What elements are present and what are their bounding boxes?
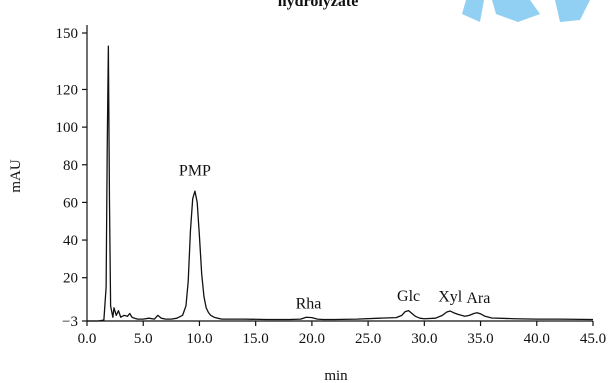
x-tick-label: 30.0 [411,331,437,347]
x-ticks: 0.0 5.0 10.0 15.0 20.0 25.0 30.0 35.0 40.0 45.0 [78,321,606,347]
peak-label: Rha [296,295,322,312]
x-tick-label: 25.0 [355,331,381,347]
y-tick-label: 20 [63,271,78,287]
peak-label: Xyl [438,288,463,305]
axes [86,25,593,322]
y-tick-label: 40 [63,233,78,249]
peak-label: Ara [466,290,490,307]
y-tick-label: 80 [63,158,78,174]
x-tick-label: 5.0 [134,331,153,347]
peak-labels: PMP Rha Glc Xyl Ara [179,163,490,313]
y-ticks: −3 20 40 60 80 100 120 150 [56,26,87,330]
x-tick-label: 40.0 [524,331,550,347]
x-tick-label: 35.0 [467,331,493,347]
y-tick-label: 60 [63,195,78,211]
peak-label: PMP [179,163,211,180]
x-tick-label: 15.0 [243,331,269,347]
x-axis-title: min [324,368,348,383]
peak-label: Glc [397,288,420,305]
watermark-logo [462,0,590,22]
x-tick-label: 0.0 [78,331,97,347]
x-tick-label: 45.0 [580,331,606,347]
y-tick-label: 100 [56,120,79,136]
x-tick-label: 20.0 [299,331,325,347]
x-tick-label: 10.0 [186,331,212,347]
y-axis-title: mAU [8,159,24,193]
y-tick-label: −3 [62,314,78,330]
chart-title: hydrolyzate [278,0,359,10]
y-tick-label: 120 [56,82,79,98]
chromatogram-trace [87,45,594,322]
y-tick-label: 150 [56,26,79,42]
